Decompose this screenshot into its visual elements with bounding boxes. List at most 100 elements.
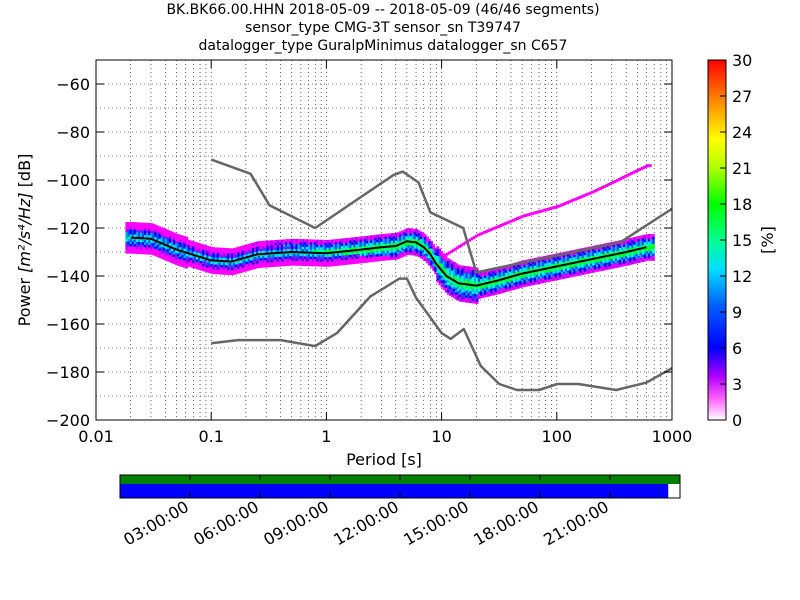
heatmap-cell xyxy=(338,245,342,249)
heatmap-cell xyxy=(264,240,268,244)
heatmap-cell xyxy=(461,294,465,298)
heatmap-cell xyxy=(399,233,402,237)
heatmap-cell xyxy=(206,269,209,273)
heatmap-cell xyxy=(193,244,197,247)
heatmap-cell xyxy=(504,272,508,276)
heatmap-cell xyxy=(492,292,496,296)
heatmap-cell xyxy=(258,265,261,268)
heatmap-cell xyxy=(336,238,340,242)
heatmap-cell xyxy=(475,279,479,283)
heatmap-cell xyxy=(150,239,153,243)
heatmap-cell xyxy=(343,259,346,263)
heatmap-cell xyxy=(469,290,473,294)
heatmap-cell xyxy=(579,255,583,259)
heatmap-cell xyxy=(243,254,247,258)
heatmap-cell xyxy=(506,279,510,282)
heatmap-cell xyxy=(235,247,238,251)
heatmap-cell xyxy=(139,239,143,243)
heatmap-cell xyxy=(359,258,363,261)
heatmap-cell xyxy=(558,262,562,266)
heatmap-cell xyxy=(606,266,610,270)
heatmap-cell xyxy=(195,264,199,267)
heatmap-cell xyxy=(444,260,448,264)
heatmap-cell xyxy=(496,286,500,290)
heatmap-cell xyxy=(218,254,222,258)
heatmap-cell xyxy=(612,243,616,247)
heatmap-cell xyxy=(233,255,236,258)
heatmap-cell xyxy=(168,242,172,246)
heatmap-cell xyxy=(627,245,630,249)
heatmap-cell xyxy=(241,245,245,249)
heatmap-cell xyxy=(467,300,471,303)
heatmap-cell xyxy=(278,239,282,243)
heatmap-cell xyxy=(293,258,297,261)
heatmap-cell xyxy=(630,171,633,175)
heatmap-cell xyxy=(498,288,502,292)
heatmap-cell xyxy=(388,240,392,244)
heatmap-cell xyxy=(307,260,311,264)
heatmap-cell xyxy=(475,293,479,297)
heatmap-cell xyxy=(258,250,261,254)
heatmap-cell xyxy=(459,294,462,297)
heatmap-cell xyxy=(222,269,226,273)
heatmap-cell xyxy=(349,256,353,260)
heatmap-cell xyxy=(475,286,479,290)
heatmap-cell xyxy=(164,245,168,249)
heatmap-cell xyxy=(608,261,612,265)
heatmap-cell xyxy=(144,249,147,252)
heatmap-cell xyxy=(637,250,641,254)
heatmap-cell xyxy=(314,263,317,267)
heatmap-cell xyxy=(260,255,263,259)
heatmap-cell xyxy=(540,280,543,284)
heatmap-cell xyxy=(438,263,442,266)
heatmap-cell xyxy=(262,240,265,244)
heatmap-cell xyxy=(521,262,525,266)
heatmap-cell xyxy=(187,256,191,260)
heatmap-cell xyxy=(276,256,280,260)
heatmap-cell xyxy=(509,283,512,287)
heatmap-cell xyxy=(612,248,616,252)
heatmap-cell xyxy=(243,268,247,272)
heatmap-cell xyxy=(156,227,160,231)
heatmap-cell xyxy=(440,265,444,269)
heatmap-cell xyxy=(611,181,615,185)
heatmap-cell xyxy=(382,248,386,252)
heatmap-cell xyxy=(177,253,180,257)
heatmap-cell xyxy=(139,229,143,233)
heatmap-cell xyxy=(141,244,145,248)
heatmap-cell xyxy=(533,267,537,271)
heatmap-cell xyxy=(256,258,259,262)
heatmap-cell xyxy=(639,250,643,253)
heatmap-cell xyxy=(484,284,487,288)
heatmap-cell xyxy=(276,254,280,258)
heatmap-cell xyxy=(523,267,527,271)
heatmap-cell xyxy=(206,267,209,271)
heatmap-cell xyxy=(637,245,641,249)
heatmap-cell xyxy=(272,244,276,248)
heatmap-cell xyxy=(349,254,353,258)
heatmap-cell xyxy=(652,236,655,240)
heatmap-cell xyxy=(305,246,309,250)
heatmap-cell xyxy=(639,242,643,246)
heatmap-cell xyxy=(432,265,435,269)
heatmap-cell xyxy=(150,247,153,250)
heatmap-cell xyxy=(519,270,523,274)
heatmap-cell xyxy=(307,263,311,267)
heatmap-cell xyxy=(351,254,355,258)
heatmap-cell xyxy=(382,243,386,247)
heatmap-cell xyxy=(446,282,450,286)
heatmap-cell xyxy=(641,259,645,262)
heatmap-cell xyxy=(647,236,651,240)
heatmap-cell xyxy=(424,239,427,242)
heatmap-cell xyxy=(295,258,299,261)
heatmap-cell xyxy=(623,244,626,248)
heatmap-cell xyxy=(195,259,199,263)
heatmap-cell xyxy=(152,247,156,251)
heatmap-cell xyxy=(633,237,637,240)
heatmap-cell xyxy=(567,260,570,264)
heatmap-cell xyxy=(589,260,593,264)
heatmap-cell xyxy=(455,289,458,293)
heatmap-cell xyxy=(471,290,475,294)
heatmap-cell xyxy=(503,222,507,226)
heatmap-cell xyxy=(125,224,129,228)
